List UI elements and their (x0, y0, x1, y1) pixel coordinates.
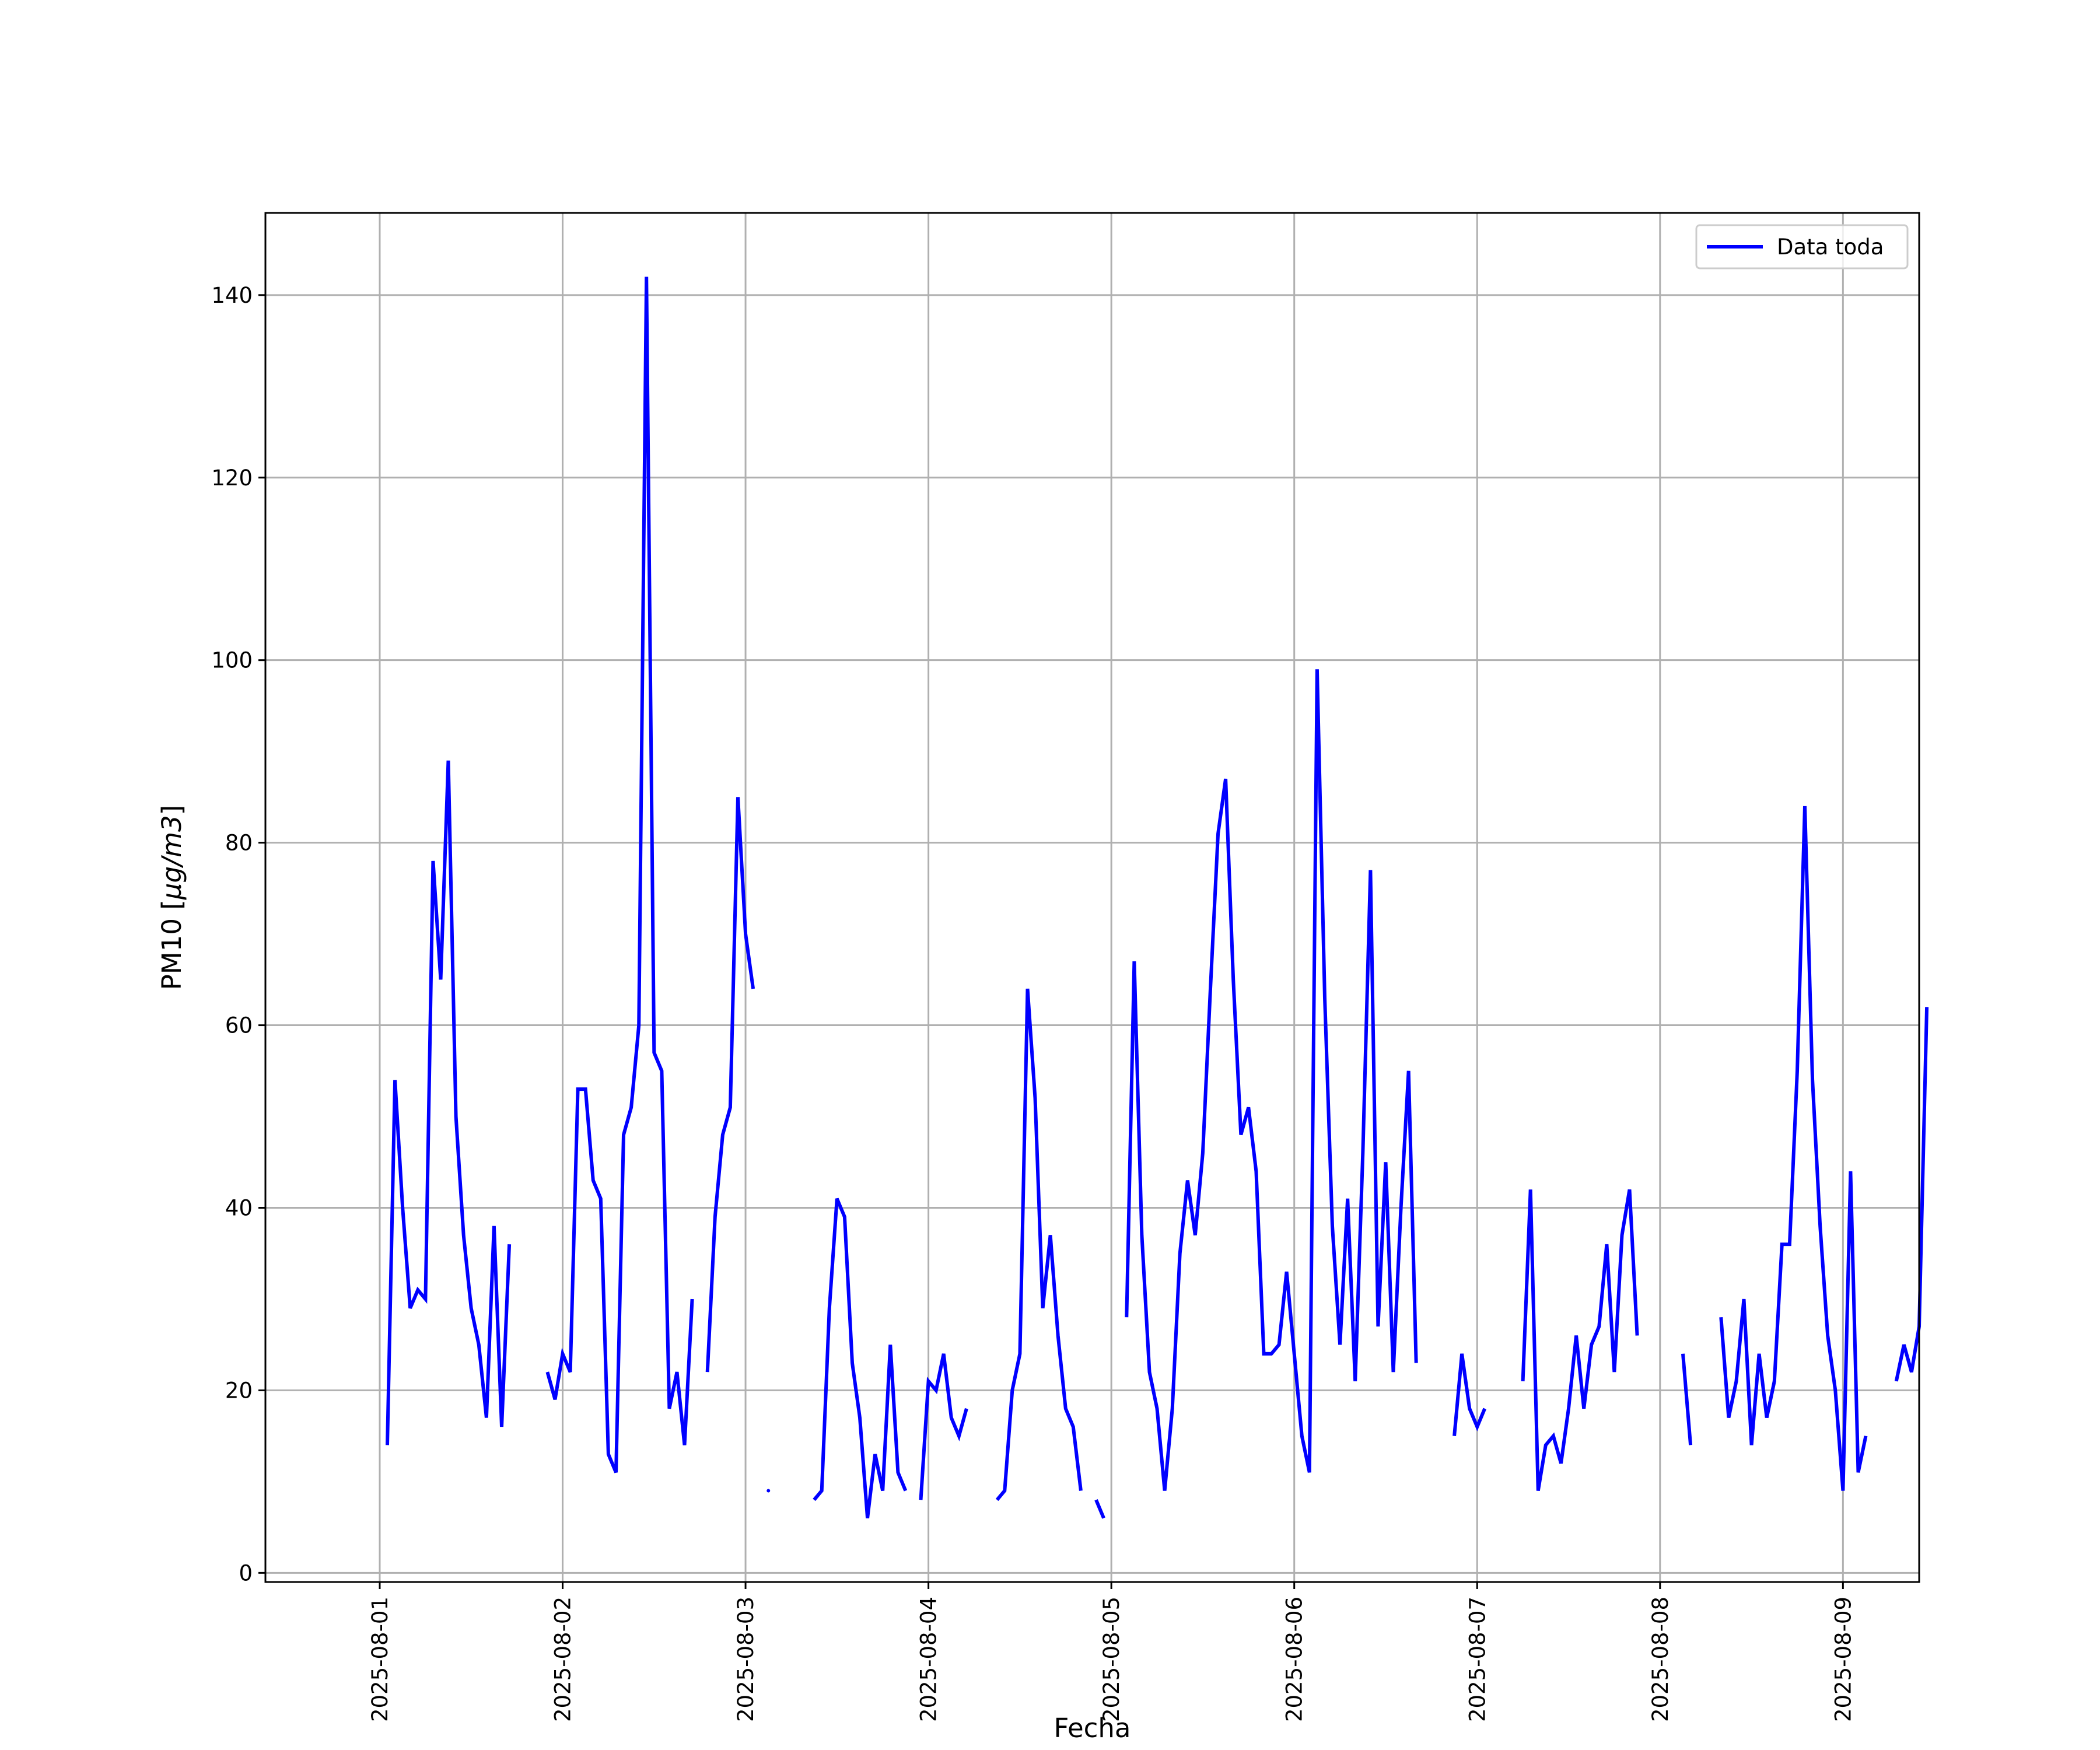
y-axis-label-text: PM10 [ (156, 900, 187, 990)
y-axis-label-unit: μg/m3 (156, 815, 187, 900)
series-line-segment (919, 1353, 968, 1500)
x-tick-label: 2025-08-07 (1465, 1597, 1490, 1722)
x-tick-label: 2025-08-01 (368, 1597, 393, 1722)
y-tick-label: 100 (211, 648, 253, 673)
series-line-segment (1094, 1499, 1105, 1519)
series-line-segment (386, 760, 512, 1446)
series-line-segment (1521, 1189, 1639, 1491)
x-tick-label: 2025-08-04 (916, 1597, 942, 1722)
y-tick-label: 20 (225, 1378, 253, 1403)
series-line-segment (995, 988, 1083, 1502)
x-tick-label: 2025-08-06 (1282, 1597, 1307, 1722)
series-line-segment (705, 797, 755, 1373)
axis-ticks: 0 20 40 60 80 100 120 140 2025-08-01 2025-08-02 20… (211, 283, 1856, 1722)
series-line-segment (1125, 669, 1418, 1491)
series-line-segment (545, 276, 694, 1474)
y-tick-label: 140 (211, 283, 253, 308)
y-tick-label: 80 (225, 831, 253, 856)
x-axis-label: Fecha (1054, 1713, 1131, 1744)
y-tick-label: 60 (225, 1013, 253, 1038)
y-tick-label: 120 (211, 466, 253, 491)
legend: Data toda (1695, 224, 1909, 270)
series-line-segment (1719, 806, 1868, 1491)
x-tick-label: 2025-08-03 (733, 1597, 758, 1722)
series-line-segment (1681, 1353, 1693, 1446)
x-tick-label: 2025-08-08 (1648, 1597, 1673, 1722)
series-layer (386, 276, 1929, 1519)
x-tick-label: 2025-08-09 (1831, 1597, 1856, 1722)
x-tick-label: 2025-08-05 (1099, 1597, 1124, 1722)
series-line-segment (813, 1198, 908, 1518)
legend-box (1695, 224, 1909, 270)
y-tick-label: 40 (225, 1195, 253, 1220)
y-axis-label-close: ] (156, 805, 187, 816)
x-tick-label: 2025-08-02 (551, 1597, 576, 1722)
series-line-segment (1894, 1007, 1929, 1382)
plot-area-frame (264, 212, 1920, 1583)
y-tick-label: 0 (239, 1560, 253, 1586)
series-point (766, 1489, 771, 1493)
series-line-segment (1452, 1353, 1487, 1436)
y-axis-label: PM10 [μg/m3] (156, 805, 187, 990)
legend-label-data-toda: Data toda (1777, 235, 1884, 260)
